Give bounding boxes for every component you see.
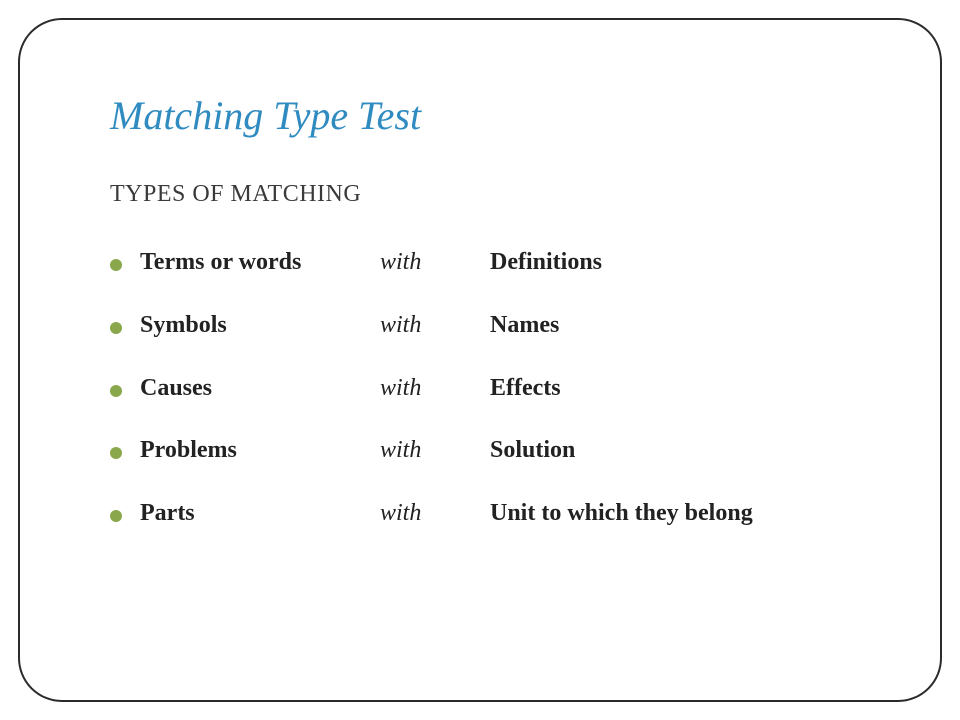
match-right: Definitions xyxy=(490,248,602,277)
bullet-icon xyxy=(110,510,122,522)
slide-title: Matching Type Test xyxy=(110,92,880,139)
bullet-icon xyxy=(110,385,122,397)
list-item: Causes with Effects xyxy=(110,374,880,403)
match-left: Symbols xyxy=(140,311,380,340)
bullet-icon xyxy=(110,447,122,459)
match-connector: with xyxy=(380,248,490,277)
slide-frame: Matching Type Test TYPES OF MATCHING Ter… xyxy=(18,18,942,702)
match-right: Effects xyxy=(490,374,561,403)
matching-list: Terms or words with Definitions Symbols … xyxy=(110,248,880,528)
match-left: Terms or words xyxy=(140,248,380,277)
match-connector: with xyxy=(380,499,490,528)
match-left: Causes xyxy=(140,374,380,403)
match-right: Unit to which they belong xyxy=(490,499,753,528)
match-connector: with xyxy=(380,436,490,465)
match-left: Problems xyxy=(140,436,380,465)
list-item: Terms or words with Definitions xyxy=(110,248,880,277)
match-connector: with xyxy=(380,374,490,403)
match-right: Solution xyxy=(490,436,575,465)
match-right: Names xyxy=(490,311,559,340)
bullet-icon xyxy=(110,259,122,271)
bullet-icon xyxy=(110,322,122,334)
slide-subtitle: TYPES OF MATCHING xyxy=(110,181,880,208)
list-item: Symbols with Names xyxy=(110,311,880,340)
match-connector: with xyxy=(380,311,490,340)
list-item: Parts with Unit to which they belong xyxy=(110,499,880,528)
list-item: Problems with Solution xyxy=(110,436,880,465)
match-left: Parts xyxy=(140,499,380,528)
